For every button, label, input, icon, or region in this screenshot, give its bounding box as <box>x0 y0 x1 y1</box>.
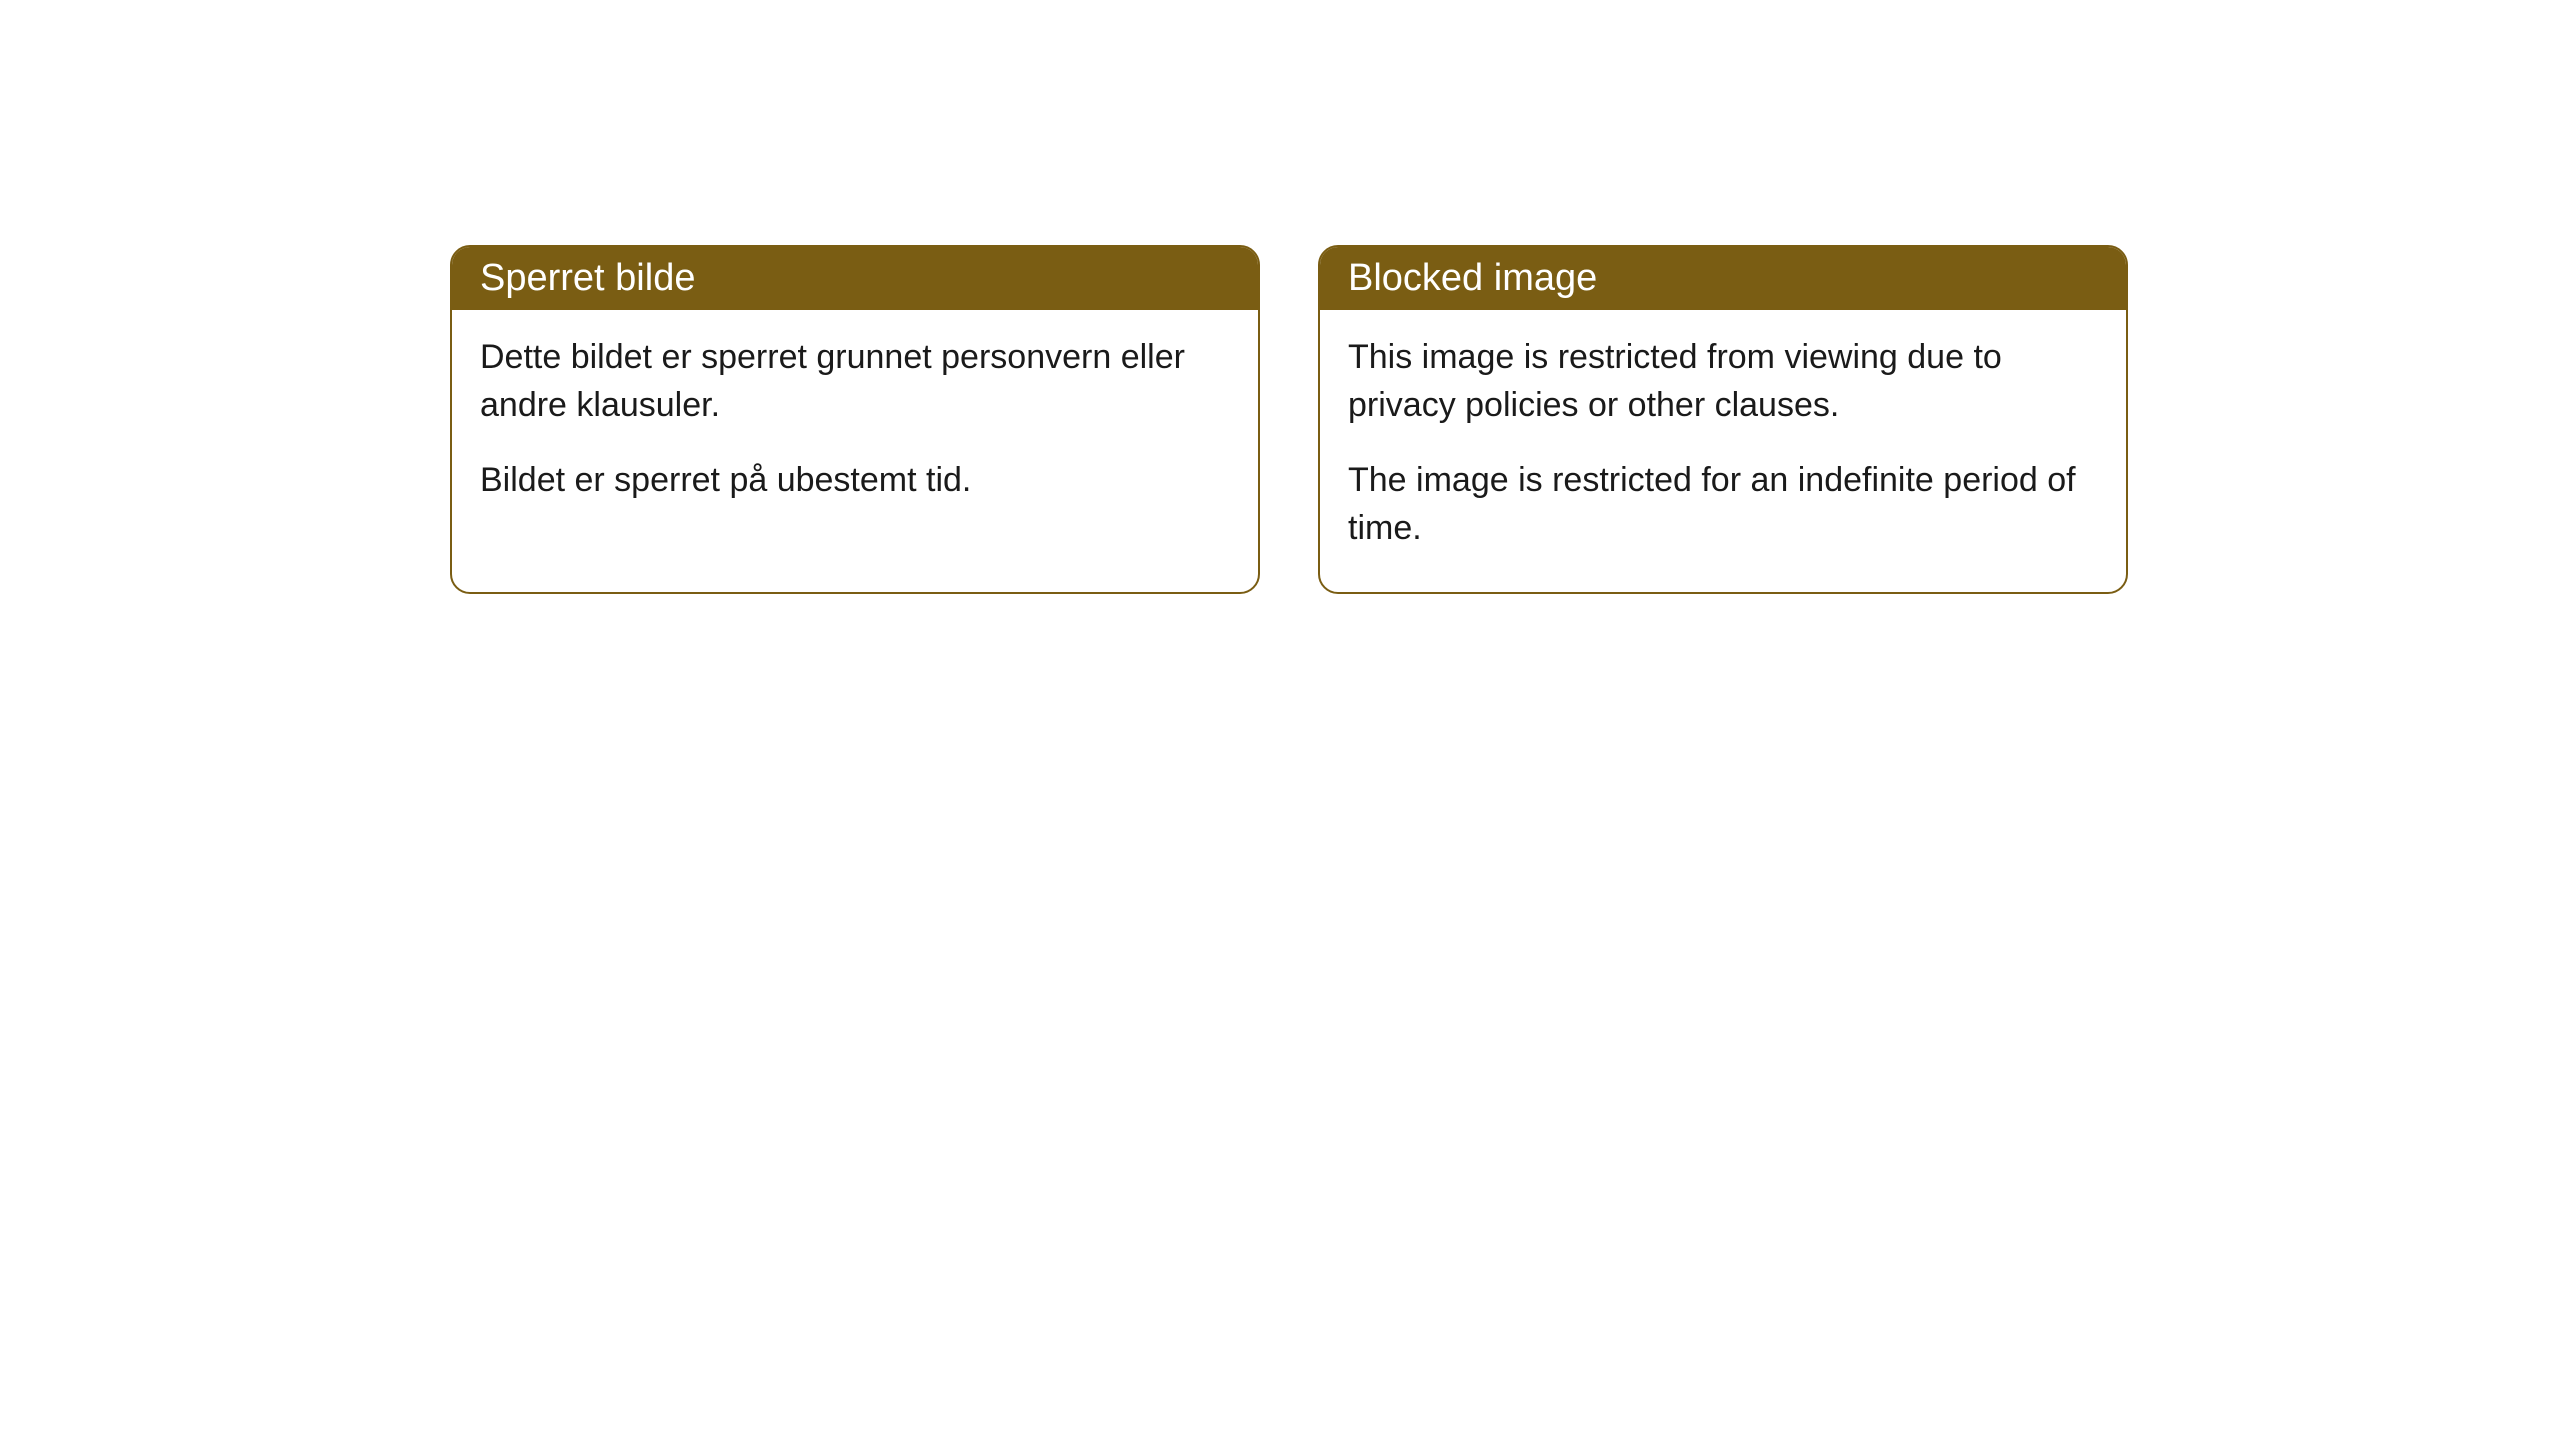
notice-card-norwegian: Sperret bilde Dette bildet er sperret gr… <box>450 245 1260 594</box>
card-header: Sperret bilde <box>452 247 1258 310</box>
card-title: Sperret bilde <box>480 257 695 299</box>
card-paragraph: Dette bildet er sperret grunnet personve… <box>480 334 1230 429</box>
card-body: Dette bildet er sperret grunnet personve… <box>452 310 1258 545</box>
card-header: Blocked image <box>1320 247 2126 310</box>
notice-container: Sperret bilde Dette bildet er sperret gr… <box>450 245 2128 594</box>
card-paragraph: This image is restricted from viewing du… <box>1348 334 2098 429</box>
notice-card-english: Blocked image This image is restricted f… <box>1318 245 2128 594</box>
card-paragraph: The image is restricted for an indefinit… <box>1348 457 2098 552</box>
card-body: This image is restricted from viewing du… <box>1320 310 2126 592</box>
card-paragraph: Bildet er sperret på ubestemt tid. <box>480 457 1230 505</box>
card-title: Blocked image <box>1348 257 1597 299</box>
